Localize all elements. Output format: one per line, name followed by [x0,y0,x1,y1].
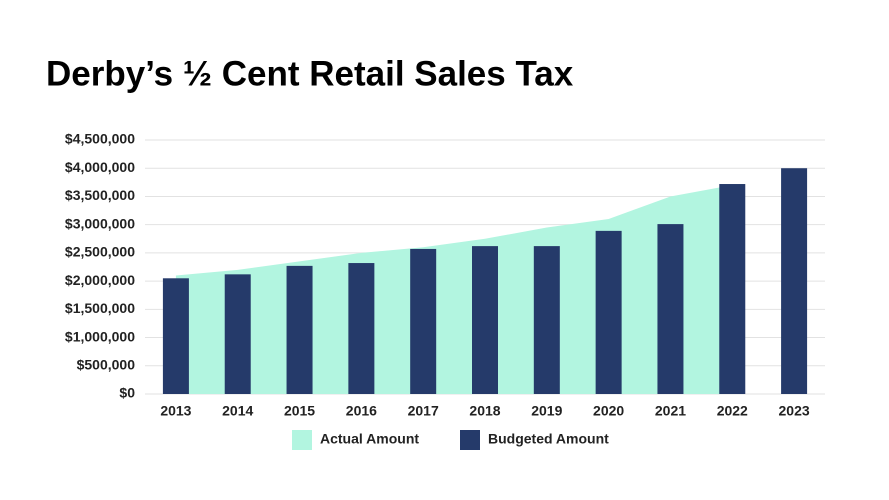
x-tick-label: 2019 [531,403,562,419]
y-tick-label: $3,000,000 [65,215,135,231]
x-tick-label: 2023 [779,403,810,419]
x-tick-label: 2020 [593,403,624,419]
y-tick-label: $3,500,000 [65,187,135,203]
x-tick-label: 2015 [284,403,315,419]
bar [286,265,313,394]
x-tick-label: 2021 [655,403,686,419]
y-tick-label: $4,000,000 [65,159,135,175]
x-tick-label: 2017 [408,403,439,419]
legend-label: Actual Amount [320,431,419,447]
bar [472,246,498,394]
bar [781,168,808,394]
x-tick-label: 2013 [160,403,191,419]
bar [719,184,746,394]
y-tick-label: $4,500,000 [65,131,135,147]
x-tick-label: 2016 [346,403,377,419]
legend-swatch [292,430,312,450]
y-tick-label: $500,000 [77,356,136,372]
x-tick-label: 2022 [717,403,748,419]
chart-title: Derby’s ½ Cent Retail Sales Tax [46,54,574,93]
y-tick-label: $2,500,000 [65,244,135,260]
x-tick-label: 2014 [222,403,253,419]
y-tick-label: $0 [119,385,135,401]
legend-swatch [460,430,480,450]
bar [348,263,375,394]
bar [224,274,251,394]
bar [410,248,437,394]
bar [657,224,684,394]
bar [595,230,622,394]
legend-label: Budgeted Amount [488,431,609,447]
y-tick-label: $1,500,000 [65,300,135,316]
area [175,185,733,394]
x-tick-label: 2018 [469,403,500,419]
y-tick-label: $1,000,000 [65,328,135,344]
bar [533,246,560,394]
bar [162,278,189,394]
y-tick-label: $2,000,000 [65,272,135,288]
